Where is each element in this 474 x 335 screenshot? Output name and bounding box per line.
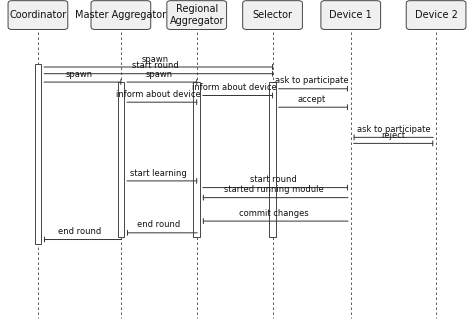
Bar xyxy=(35,64,41,244)
Text: end round: end round xyxy=(137,220,181,229)
Text: ask to participate: ask to participate xyxy=(356,125,430,134)
Text: started running module: started running module xyxy=(224,185,324,194)
Text: Master Aggregator: Master Aggregator xyxy=(75,10,166,20)
Bar xyxy=(118,82,124,237)
Text: Selector: Selector xyxy=(253,10,292,20)
Text: spawn: spawn xyxy=(66,70,93,79)
Text: end round: end round xyxy=(58,227,101,236)
Text: accept: accept xyxy=(298,95,326,104)
Text: commit changes: commit changes xyxy=(239,209,309,218)
FancyBboxPatch shape xyxy=(91,1,151,29)
Text: spawn: spawn xyxy=(145,70,173,79)
FancyBboxPatch shape xyxy=(167,1,227,29)
Bar xyxy=(193,82,200,237)
Text: spawn: spawn xyxy=(142,55,169,64)
FancyBboxPatch shape xyxy=(321,1,381,29)
Text: ask to participate: ask to participate xyxy=(275,76,348,85)
Bar xyxy=(269,82,276,237)
Text: inform about device: inform about device xyxy=(192,83,277,92)
FancyBboxPatch shape xyxy=(8,1,68,29)
Text: Device 2: Device 2 xyxy=(415,10,457,20)
Text: Regional
Aggregator: Regional Aggregator xyxy=(170,4,224,26)
Text: reject: reject xyxy=(382,131,405,140)
Text: Device 1: Device 1 xyxy=(329,10,372,20)
Text: start round: start round xyxy=(132,61,179,70)
FancyBboxPatch shape xyxy=(406,1,466,29)
Text: start round: start round xyxy=(250,175,297,184)
Text: start learning: start learning xyxy=(130,169,187,178)
FancyBboxPatch shape xyxy=(243,1,302,29)
Text: Coordinator: Coordinator xyxy=(9,10,66,20)
Text: inform about device: inform about device xyxy=(117,90,201,99)
